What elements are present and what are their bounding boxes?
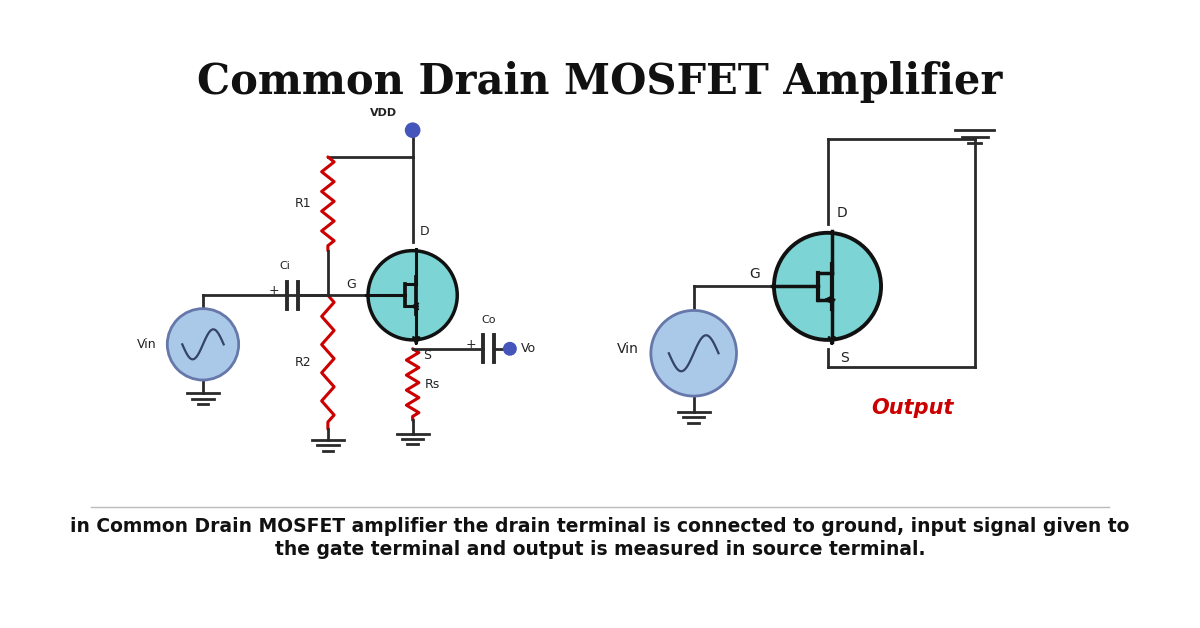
Text: in Common Drain MOSFET amplifier the drain terminal is connected to ground, inpu: in Common Drain MOSFET amplifier the dra… <box>71 517 1129 536</box>
Text: Vin: Vin <box>137 338 156 351</box>
Circle shape <box>167 308 239 380</box>
Text: S: S <box>424 349 431 362</box>
Text: Rs: Rs <box>425 378 440 391</box>
Text: D: D <box>836 207 847 220</box>
Circle shape <box>504 342 516 355</box>
Text: S: S <box>840 350 848 365</box>
Text: +: + <box>466 338 476 351</box>
Text: D: D <box>420 225 430 238</box>
Circle shape <box>650 310 737 396</box>
Text: Output: Output <box>871 398 954 418</box>
Text: Vin: Vin <box>617 342 638 356</box>
Text: R1: R1 <box>295 197 312 210</box>
Text: VDD: VDD <box>370 108 396 117</box>
Text: Vo: Vo <box>521 342 535 355</box>
Text: Common Drain MOSFET Amplifier: Common Drain MOSFET Amplifier <box>197 61 1003 102</box>
Text: +: + <box>269 284 280 297</box>
Text: G: G <box>346 278 355 291</box>
Text: Co: Co <box>481 315 496 325</box>
Circle shape <box>368 251 457 340</box>
Text: G: G <box>749 267 760 281</box>
Text: Ci: Ci <box>280 261 290 271</box>
Circle shape <box>774 233 881 340</box>
Text: the gate terminal and output is measured in source terminal.: the gate terminal and output is measured… <box>275 540 925 559</box>
Text: R2: R2 <box>295 355 312 369</box>
Circle shape <box>406 123 420 138</box>
